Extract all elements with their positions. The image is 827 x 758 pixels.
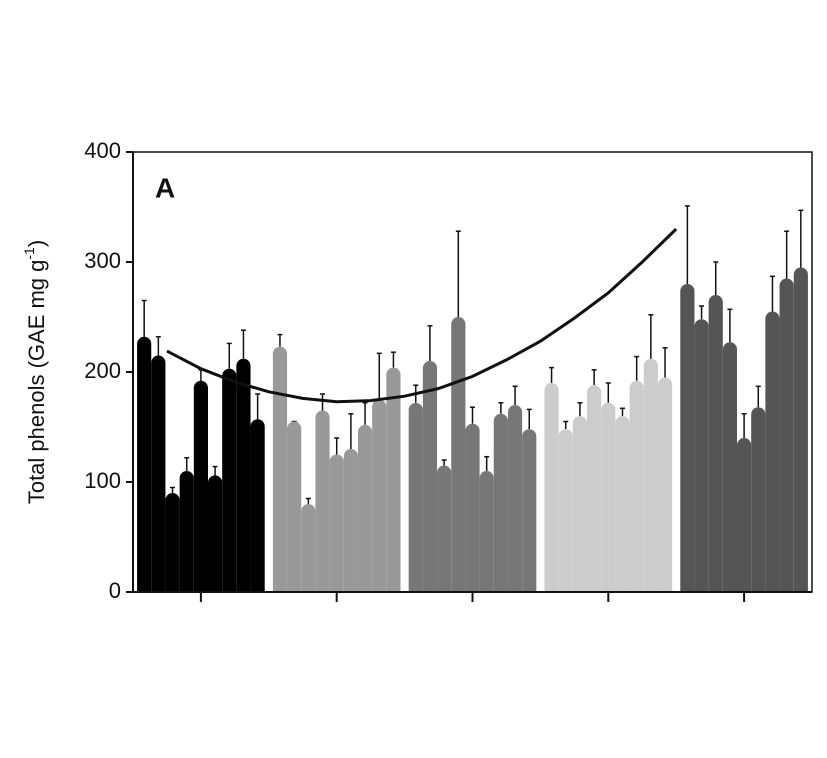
- y-axis-label-end: ): [24, 240, 49, 247]
- bar: [165, 493, 180, 592]
- bar: [643, 358, 658, 592]
- bar: [601, 402, 616, 592]
- bar: [722, 342, 738, 592]
- y-tick-label: 300: [84, 248, 121, 273]
- bar: [615, 416, 630, 592]
- bar: [287, 421, 302, 592]
- bar: [222, 368, 237, 592]
- bar: [657, 377, 673, 592]
- bar: [793, 267, 808, 592]
- bar: [479, 471, 494, 592]
- bar: [179, 471, 194, 592]
- y-tick-label: 200: [84, 358, 121, 383]
- y-axis-label: Total phenols (GAE mg g-1): [21, 240, 49, 504]
- bar: [386, 367, 401, 592]
- bar: [765, 311, 780, 592]
- bar: [301, 504, 316, 592]
- bar: [680, 283, 695, 592]
- bar: [250, 419, 265, 592]
- bar: [544, 383, 559, 592]
- bar: [207, 475, 223, 592]
- y-axis-label-sup: -1: [21, 247, 37, 260]
- bar: [779, 278, 794, 592]
- bar: [315, 410, 330, 592]
- bar: [329, 454, 344, 592]
- panel-label: A: [155, 172, 175, 203]
- bar: [587, 385, 602, 592]
- y-tick-label: 100: [84, 468, 121, 493]
- bar: [572, 416, 588, 592]
- bar: [522, 429, 537, 592]
- bar: [451, 317, 466, 592]
- bar: [408, 402, 423, 592]
- bar: [751, 407, 766, 592]
- bar: [137, 336, 152, 592]
- bar: [272, 346, 288, 592]
- bar: [708, 295, 723, 592]
- bar: [422, 361, 438, 592]
- bar: [437, 465, 452, 592]
- y-tick-label: 0: [109, 578, 121, 603]
- bar: [193, 380, 208, 592]
- bar: [372, 399, 387, 592]
- trend-line: [166, 227, 678, 404]
- bar: [236, 358, 251, 592]
- bar: [465, 423, 480, 592]
- bar: [629, 380, 644, 592]
- bar: [737, 437, 752, 592]
- bar: [507, 405, 523, 592]
- bar: [493, 413, 508, 592]
- bar: [151, 355, 166, 592]
- bar: [357, 424, 373, 592]
- y-axis-label-text: Total phenols (GAE mg g: [24, 260, 49, 505]
- bar: [558, 429, 573, 592]
- y-tick-label: 400: [84, 138, 121, 163]
- bar: [343, 449, 358, 592]
- bar: [694, 319, 709, 592]
